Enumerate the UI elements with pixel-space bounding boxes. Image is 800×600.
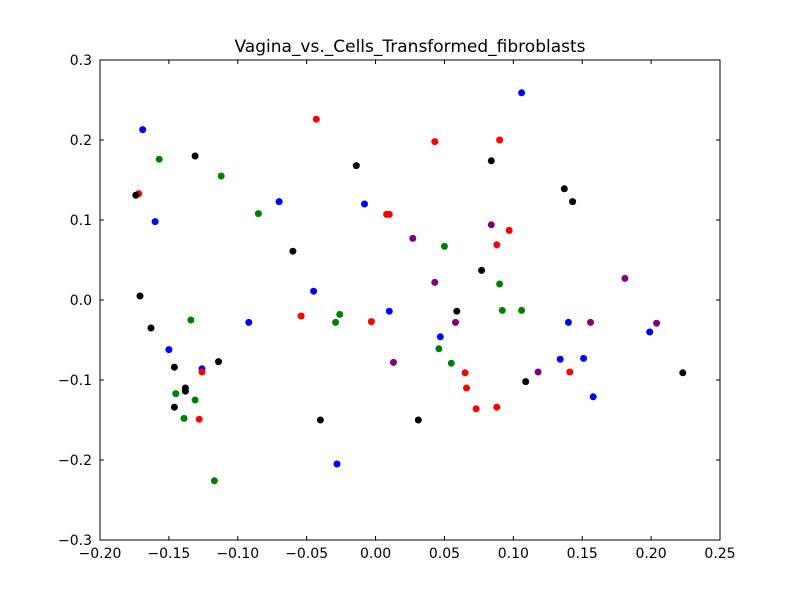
data-point	[518, 89, 526, 97]
y-tick-label: −0.3	[58, 533, 92, 549]
data-point	[215, 358, 222, 366]
x-tick-label: 0.15	[567, 546, 598, 562]
data-point	[132, 191, 140, 199]
data-point	[181, 387, 189, 395]
y-tick-label: 0.1	[70, 213, 92, 229]
data-point	[187, 316, 195, 324]
data-point	[385, 210, 393, 218]
data-point	[170, 403, 178, 411]
x-tick-label: −0.15	[147, 546, 190, 562]
data-point	[496, 280, 504, 288]
data-point	[589, 393, 597, 401]
data-point	[414, 416, 422, 424]
data-point	[463, 384, 470, 392]
data-point	[453, 307, 461, 315]
data-point	[569, 198, 577, 206]
data-point	[505, 226, 513, 234]
data-point	[310, 287, 318, 295]
ticks-layer: −0.20 −0.15 −0.10 −0.05 0.00 0.05 0.10 0.15 0.20…	[58, 53, 736, 562]
x-tick-label: −0.20	[79, 546, 122, 562]
data-point	[431, 278, 439, 286]
x-tick-label: 0.05	[429, 546, 460, 562]
data-point	[566, 368, 574, 376]
data-point	[493, 241, 501, 249]
data-point	[195, 415, 203, 423]
data-point	[254, 210, 262, 218]
data-point	[136, 292, 144, 300]
data-point	[170, 363, 178, 371]
data-point	[275, 198, 283, 206]
data-point	[191, 152, 199, 160]
x-tick-label: 0.10	[498, 546, 529, 562]
data-point	[385, 307, 393, 315]
data-point	[518, 306, 526, 314]
data-point	[556, 355, 564, 363]
data-point	[646, 328, 654, 336]
x-tick-label: 0.25	[704, 546, 735, 562]
data-point	[336, 310, 344, 318]
data-point	[367, 318, 375, 326]
data-point	[621, 274, 629, 282]
data-point	[472, 405, 480, 413]
data-point	[139, 126, 147, 134]
y-tick-label: 0.0	[70, 293, 92, 309]
data-point	[447, 359, 455, 367]
data-point	[210, 477, 218, 485]
data-point	[198, 368, 206, 376]
data-point	[289, 247, 297, 255]
data-point	[560, 185, 568, 193]
data-point	[461, 369, 469, 377]
data-point	[522, 378, 530, 386]
data-point	[534, 368, 542, 376]
data-point	[155, 155, 163, 163]
x-tick-label: −0.05	[285, 546, 328, 562]
chart-title: Vagina_vs._Cells_Transformed_fibroblasts	[234, 37, 585, 57]
y-tick-label: 0.2	[70, 133, 92, 149]
data-point	[580, 354, 588, 362]
data-point	[165, 346, 173, 354]
data-point	[587, 318, 594, 326]
data-point	[487, 221, 495, 229]
data-point	[431, 138, 439, 146]
data-point	[496, 136, 504, 144]
data-point	[191, 396, 199, 404]
data-point	[312, 115, 320, 123]
data-point	[361, 200, 368, 208]
y-tick-label: −0.1	[58, 373, 92, 389]
y-tick-label: 0.3	[70, 53, 92, 69]
data-point	[147, 324, 155, 332]
data-point	[172, 390, 180, 398]
data-point	[245, 318, 253, 326]
x-tick-label: 0.00	[360, 546, 391, 562]
data-point	[180, 414, 188, 422]
x-tick-label: 0.20	[636, 546, 667, 562]
data-point	[493, 403, 501, 411]
data-point	[297, 312, 305, 320]
data-point	[352, 162, 360, 170]
data-point	[409, 234, 417, 242]
data-point	[436, 333, 444, 341]
y-tick-label: −0.2	[58, 453, 92, 469]
data-point	[679, 369, 687, 377]
data-point	[478, 266, 486, 274]
points-layer	[132, 89, 687, 485]
data-point	[332, 318, 340, 326]
data-point	[435, 345, 443, 353]
plot-frame	[99, 59, 721, 541]
data-point	[151, 218, 159, 226]
data-point	[498, 306, 506, 314]
data-point	[333, 460, 341, 468]
data-point	[564, 318, 572, 326]
data-point	[653, 319, 661, 327]
data-point	[487, 157, 495, 165]
data-point	[217, 172, 225, 180]
data-point	[452, 318, 459, 326]
data-point	[440, 242, 448, 250]
data-point	[316, 416, 324, 424]
data-point	[390, 358, 397, 366]
x-tick-label: −0.10	[216, 546, 259, 562]
